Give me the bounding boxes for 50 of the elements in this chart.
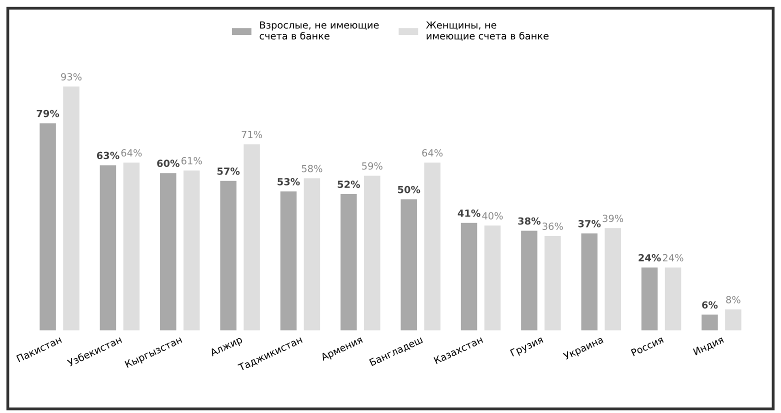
- data-label: 36%: [542, 222, 563, 230]
- bar: [424, 162, 440, 330]
- legend-label: Взрослые, не имеющие счета в банке: [260, 21, 379, 40]
- data-label: 6%: [702, 301, 718, 309]
- data-label: 59%: [362, 162, 382, 170]
- bar: [40, 123, 56, 330]
- bar: [581, 233, 598, 330]
- bar: [340, 194, 357, 330]
- data-label: 71%: [242, 130, 262, 138]
- data-label: 24%: [662, 254, 684, 262]
- bar: [641, 267, 658, 330]
- bar: [400, 199, 417, 330]
- data-label: 39%: [602, 214, 624, 222]
- bar: [304, 178, 320, 330]
- bar: [521, 230, 538, 330]
- data-label: 38%: [518, 217, 541, 225]
- legend-label: Женщины, не имеющие счета в банке: [426, 21, 549, 41]
- bar: [725, 309, 742, 330]
- data-label: 57%: [217, 168, 240, 175]
- data-label: 24%: [638, 254, 661, 262]
- data-label: 93%: [61, 73, 82, 80]
- data-label: 52%: [338, 180, 360, 188]
- data-label: 37%: [578, 220, 601, 228]
- bar: [244, 144, 260, 330]
- data-label: 60%: [157, 160, 180, 168]
- bar: [604, 228, 621, 330]
- bar: [63, 86, 80, 330]
- bar: [220, 180, 236, 330]
- data-label: 40%: [482, 212, 503, 220]
- bar: [100, 165, 116, 330]
- data-label: 64%: [422, 149, 443, 157]
- data-label: 58%: [302, 164, 322, 172]
- data-label: 63%: [96, 152, 120, 160]
- data-label: 41%: [458, 209, 480, 217]
- data-label: 53%: [278, 178, 300, 186]
- data-label: 50%: [398, 186, 420, 194]
- bar: [364, 176, 380, 330]
- bar: [123, 162, 140, 330]
- bar: [160, 173, 176, 330]
- data-label: 8%: [726, 296, 740, 304]
- bar: [484, 226, 501, 330]
- bar: [460, 222, 478, 330]
- bar: [702, 314, 718, 330]
- bar: [664, 267, 682, 330]
- data-label: 64%: [121, 149, 142, 157]
- bar: [544, 236, 561, 330]
- data-label: 79%: [36, 110, 60, 118]
- data-label: 61%: [181, 157, 202, 164]
- bar: [280, 191, 297, 330]
- bar: [183, 170, 200, 330]
